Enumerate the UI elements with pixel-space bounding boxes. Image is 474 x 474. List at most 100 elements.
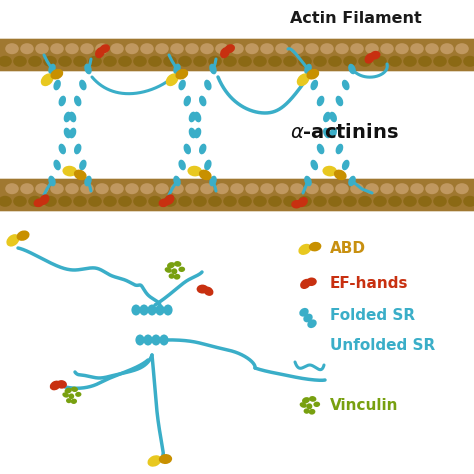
Ellipse shape bbox=[54, 80, 61, 91]
Ellipse shape bbox=[139, 304, 149, 316]
Ellipse shape bbox=[74, 144, 82, 155]
Ellipse shape bbox=[183, 144, 191, 155]
Ellipse shape bbox=[343, 196, 357, 207]
Ellipse shape bbox=[73, 56, 87, 67]
Ellipse shape bbox=[307, 69, 319, 80]
Ellipse shape bbox=[185, 183, 199, 194]
Ellipse shape bbox=[148, 56, 162, 67]
Ellipse shape bbox=[238, 196, 252, 207]
Ellipse shape bbox=[204, 80, 211, 91]
Ellipse shape bbox=[58, 196, 72, 207]
Ellipse shape bbox=[305, 43, 319, 54]
Ellipse shape bbox=[335, 183, 349, 194]
Ellipse shape bbox=[69, 393, 74, 399]
Ellipse shape bbox=[328, 196, 342, 207]
Ellipse shape bbox=[268, 196, 282, 207]
Text: EF-hands: EF-hands bbox=[330, 275, 409, 291]
Ellipse shape bbox=[328, 56, 342, 67]
Ellipse shape bbox=[215, 43, 229, 54]
Ellipse shape bbox=[275, 183, 289, 194]
Ellipse shape bbox=[336, 96, 343, 106]
Ellipse shape bbox=[323, 112, 331, 122]
Ellipse shape bbox=[64, 112, 71, 122]
Ellipse shape bbox=[299, 308, 309, 317]
Ellipse shape bbox=[169, 273, 174, 279]
Ellipse shape bbox=[174, 261, 182, 267]
Ellipse shape bbox=[283, 56, 297, 67]
Ellipse shape bbox=[65, 183, 79, 194]
Ellipse shape bbox=[223, 196, 237, 207]
Ellipse shape bbox=[140, 183, 154, 194]
Ellipse shape bbox=[350, 43, 364, 54]
Ellipse shape bbox=[203, 287, 213, 296]
Ellipse shape bbox=[307, 319, 317, 328]
Ellipse shape bbox=[193, 56, 207, 67]
FancyBboxPatch shape bbox=[0, 39, 474, 59]
Ellipse shape bbox=[448, 196, 462, 207]
Ellipse shape bbox=[268, 56, 282, 67]
Ellipse shape bbox=[200, 43, 214, 54]
Ellipse shape bbox=[440, 183, 454, 194]
Ellipse shape bbox=[164, 194, 174, 205]
Ellipse shape bbox=[187, 166, 202, 176]
Ellipse shape bbox=[245, 43, 259, 54]
Ellipse shape bbox=[208, 196, 222, 207]
Ellipse shape bbox=[63, 392, 69, 398]
Ellipse shape bbox=[463, 56, 474, 67]
Ellipse shape bbox=[159, 454, 172, 464]
Ellipse shape bbox=[58, 56, 72, 67]
Ellipse shape bbox=[395, 183, 409, 194]
FancyBboxPatch shape bbox=[0, 191, 474, 211]
Ellipse shape bbox=[136, 335, 145, 346]
Ellipse shape bbox=[103, 196, 117, 207]
Ellipse shape bbox=[80, 43, 94, 54]
Ellipse shape bbox=[110, 183, 124, 194]
Ellipse shape bbox=[5, 183, 19, 194]
Ellipse shape bbox=[343, 56, 357, 67]
Ellipse shape bbox=[193, 196, 207, 207]
Ellipse shape bbox=[298, 244, 311, 255]
Ellipse shape bbox=[348, 176, 356, 186]
Ellipse shape bbox=[365, 183, 379, 194]
Ellipse shape bbox=[28, 196, 42, 207]
Ellipse shape bbox=[170, 43, 184, 54]
Ellipse shape bbox=[322, 166, 337, 176]
Ellipse shape bbox=[175, 69, 188, 80]
Text: Folded SR: Folded SR bbox=[330, 309, 415, 323]
Ellipse shape bbox=[164, 267, 172, 273]
Ellipse shape bbox=[166, 73, 179, 86]
Ellipse shape bbox=[103, 56, 117, 67]
FancyBboxPatch shape bbox=[0, 51, 474, 71]
Ellipse shape bbox=[43, 196, 57, 207]
Ellipse shape bbox=[300, 279, 311, 289]
Ellipse shape bbox=[215, 183, 229, 194]
Ellipse shape bbox=[144, 335, 153, 346]
Ellipse shape bbox=[50, 381, 61, 391]
Ellipse shape bbox=[403, 56, 417, 67]
Ellipse shape bbox=[71, 399, 77, 404]
Ellipse shape bbox=[310, 160, 318, 170]
Ellipse shape bbox=[238, 56, 252, 67]
Ellipse shape bbox=[297, 73, 310, 86]
Ellipse shape bbox=[348, 64, 356, 74]
Ellipse shape bbox=[304, 176, 312, 186]
Ellipse shape bbox=[373, 196, 387, 207]
Ellipse shape bbox=[388, 56, 402, 67]
Ellipse shape bbox=[84, 64, 92, 74]
Ellipse shape bbox=[403, 196, 417, 207]
Ellipse shape bbox=[178, 56, 192, 67]
Ellipse shape bbox=[342, 160, 349, 170]
Ellipse shape bbox=[155, 304, 164, 316]
Ellipse shape bbox=[73, 196, 87, 207]
Ellipse shape bbox=[79, 80, 87, 91]
Ellipse shape bbox=[373, 56, 387, 67]
Ellipse shape bbox=[151, 335, 161, 346]
Ellipse shape bbox=[63, 166, 77, 176]
Ellipse shape bbox=[463, 196, 474, 207]
Ellipse shape bbox=[164, 304, 173, 316]
Ellipse shape bbox=[173, 176, 181, 186]
Ellipse shape bbox=[6, 234, 19, 246]
Ellipse shape bbox=[155, 43, 169, 54]
Ellipse shape bbox=[306, 403, 312, 410]
Ellipse shape bbox=[88, 196, 102, 207]
